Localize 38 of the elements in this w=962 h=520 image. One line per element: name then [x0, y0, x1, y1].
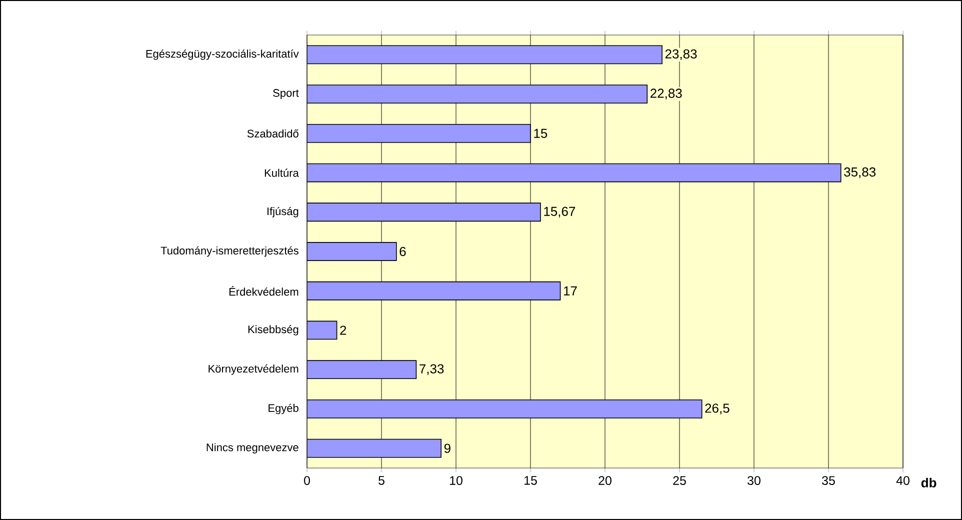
y-tick-label: Kisebbség — [248, 325, 298, 336]
bar — [306, 84, 648, 104]
y-tick-label: Tudomány-ismeretterjesztés — [160, 246, 298, 257]
y-tick-label: Sport — [273, 89, 299, 100]
x-tick-label: 5 — [378, 476, 384, 485]
data-label: 26,5 — [705, 404, 730, 414]
bar — [306, 281, 561, 300]
data-label: 2 — [340, 326, 346, 335]
data-label: 23,83 — [665, 49, 697, 60]
x-tick-label: 25 — [673, 476, 686, 485]
bar — [306, 163, 842, 182]
data-label: 7,33 — [420, 364, 444, 375]
data-label: 6 — [400, 246, 406, 256]
data-label: 9 — [444, 444, 450, 453]
x-tick-label: 30 — [748, 476, 760, 485]
x-tick-label: 20 — [598, 476, 612, 485]
x-tick-label: 35 — [822, 476, 835, 485]
data-label: 15 — [534, 128, 548, 138]
y-tick-label: Érdekvédelem — [229, 286, 298, 296]
x-tick-label: 40 — [896, 476, 910, 485]
y-tick-label: Egyéb — [268, 404, 298, 414]
data-label: 22,83 — [650, 88, 682, 100]
y-tick-label: Szabadidő — [247, 129, 298, 138]
bar — [306, 400, 702, 418]
y-tick-label: Kultúra — [264, 168, 299, 177]
x-tick-label: 15 — [524, 476, 537, 485]
y-tick-label: Ifjúság — [267, 206, 298, 218]
bar — [306, 242, 397, 261]
bar — [306, 45, 662, 64]
y-tick-label: Nincs megnevezve — [206, 443, 298, 454]
y-tick-label: Környezetvédelem — [208, 364, 298, 375]
x-axis-title: db — [921, 478, 936, 488]
x-tick-label: 10 — [450, 476, 462, 485]
data-label: 17 — [564, 286, 577, 296]
data-label: 35,83 — [844, 167, 876, 178]
y-tick-label: Egészségügy-szociális-karitatív — [146, 50, 299, 60]
data-label: 15,67 — [544, 206, 576, 218]
x-tick-label: 0 — [304, 476, 310, 485]
